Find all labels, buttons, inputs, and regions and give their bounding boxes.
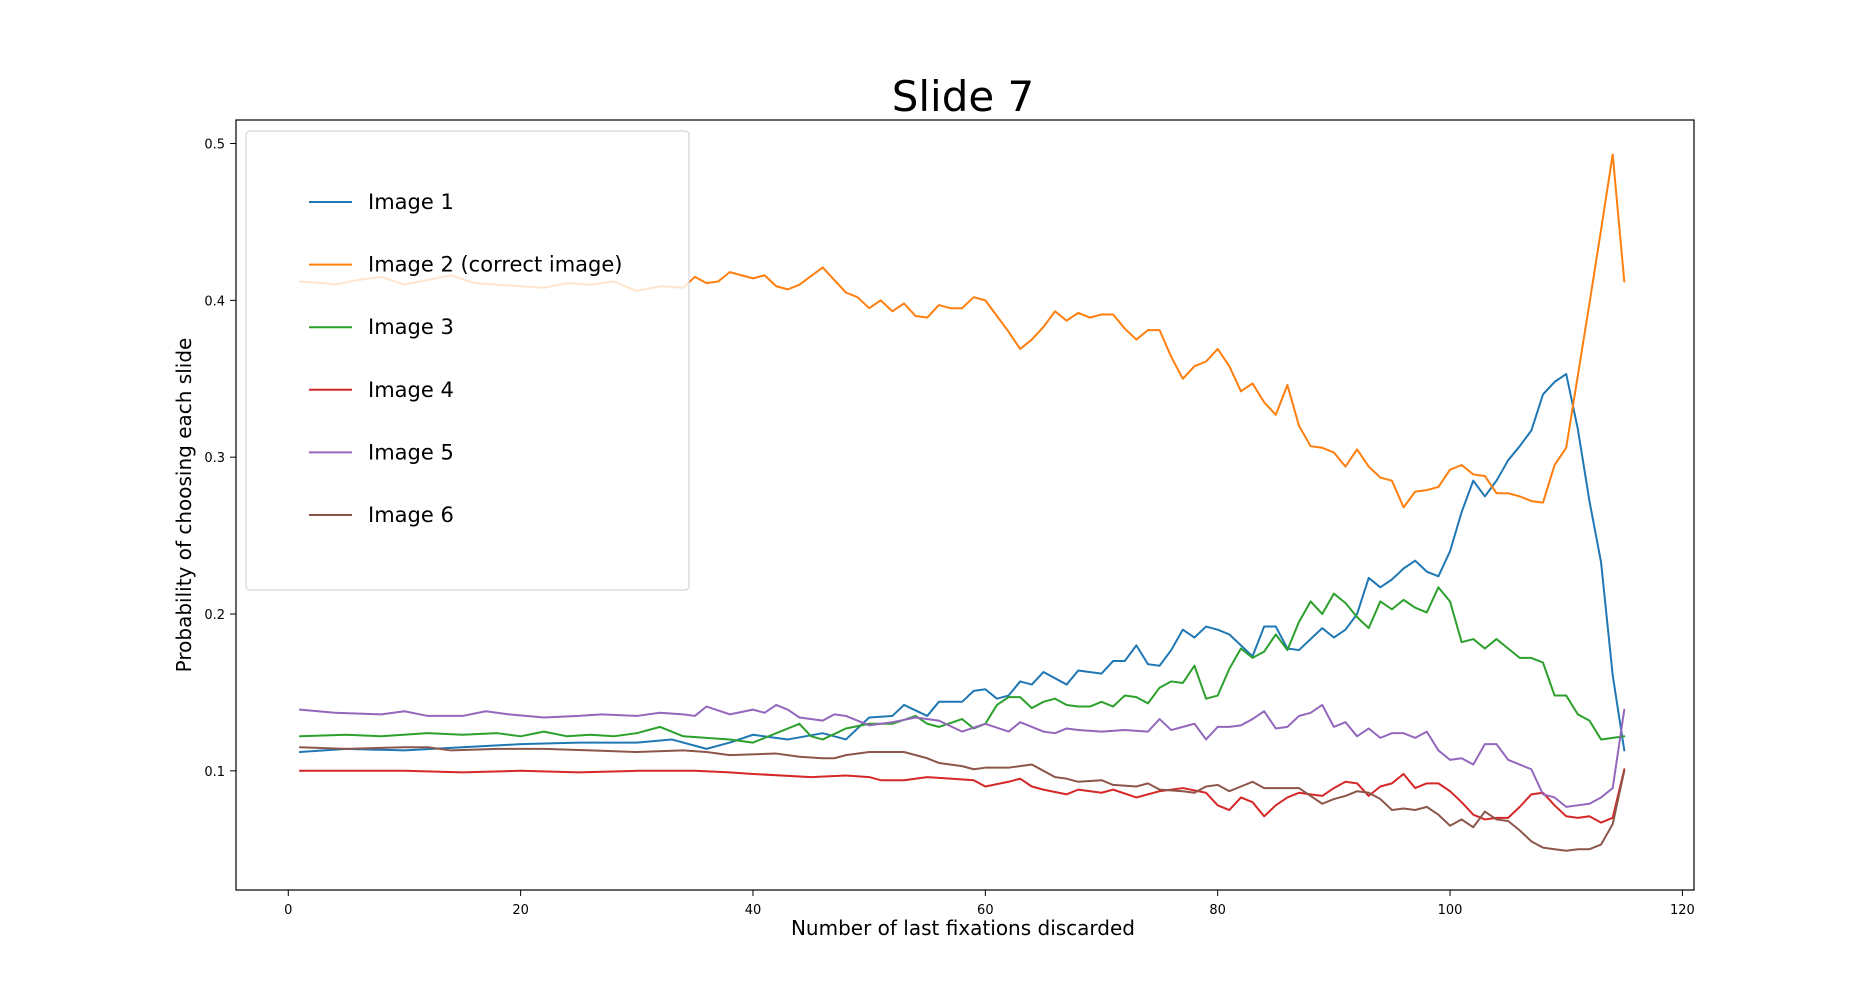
y-axis-label: Probability of choosing each slide: [172, 338, 196, 673]
x-tick-label: 100: [1438, 903, 1463, 918]
y-axis-ticks: 0.1 0.2 0.3 0.4 0.5: [204, 138, 236, 780]
legend-label-image-5: Image 5: [368, 440, 454, 464]
series-line-image-4: [298, 768, 1626, 824]
legend-box: [245, 130, 690, 591]
x-tick-label: 0: [284, 903, 292, 918]
x-axis-ticks: 0 20 40 60 80 100 120: [284, 890, 1695, 918]
x-axis-label: Number of last fixations discarded: [791, 916, 1135, 940]
chart-title: Slide 7: [892, 72, 1035, 121]
plot-area-frame: [235, 119, 1695, 891]
x-tick-label: 60: [977, 903, 994, 918]
y-tick-label: 0.5: [204, 138, 225, 153]
legend-label-image-4: Image 4: [368, 378, 454, 402]
series-line-image-3: [298, 586, 1626, 744]
y-tick-label: 0.1: [204, 765, 225, 780]
legend-label-image-1: Image 1: [368, 190, 454, 214]
x-tick-label: 40: [745, 903, 762, 918]
x-tick-label: 20: [512, 903, 529, 918]
series-line-image-6: [298, 746, 1626, 852]
legend-label-image-3: Image 3: [368, 315, 454, 339]
x-tick-label: 80: [1209, 903, 1226, 918]
y-tick-label: 0.4: [204, 294, 225, 309]
y-tick-label: 0.3: [204, 451, 225, 466]
x-tick-label: 120: [1670, 903, 1695, 918]
series-line-image-5: [298, 703, 1626, 808]
legend-label-image-2: Image 2 (correct image): [368, 253, 622, 277]
legend: Image 1 Image 2 (correct image) Image 3 Ima…: [245, 130, 690, 591]
y-tick-label: 0.2: [204, 608, 225, 623]
legend-label-image-6: Image 6: [368, 503, 454, 527]
